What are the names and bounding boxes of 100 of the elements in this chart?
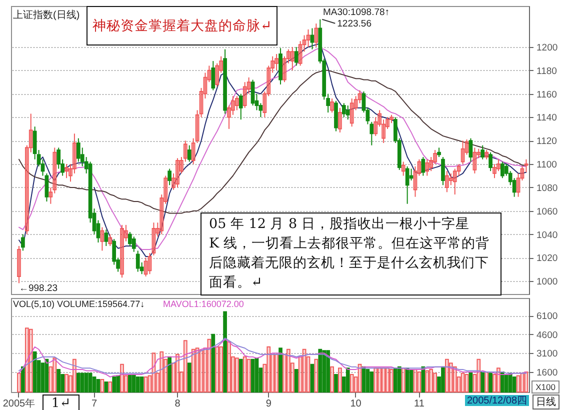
candlestick — [496, 158, 500, 172]
bar — [148, 375, 152, 392]
bar — [180, 371, 184, 392]
bar — [24, 328, 29, 392]
bar — [227, 341, 231, 392]
candlestick — [250, 79, 255, 106]
bar — [88, 372, 92, 392]
bar — [136, 376, 140, 392]
candlestick — [180, 156, 184, 174]
bar — [80, 372, 84, 392]
bar — [346, 368, 350, 392]
bar — [242, 356, 247, 392]
bar — [108, 381, 112, 392]
bar — [176, 354, 180, 392]
candlestick — [207, 65, 212, 83]
candlestick — [338, 107, 342, 133]
candlestick — [160, 194, 164, 235]
candlestick — [266, 65, 271, 97]
bar — [504, 374, 508, 392]
bar — [128, 374, 132, 392]
bar — [464, 374, 469, 392]
bar — [64, 374, 68, 392]
candlestick — [52, 147, 57, 194]
candlestick — [132, 236, 136, 252]
candlestick — [294, 46, 298, 66]
candlestick — [172, 172, 176, 190]
candlestick — [417, 158, 422, 176]
bar — [386, 368, 390, 392]
bar — [28, 328, 33, 392]
y-tick-label: 1040 — [536, 230, 558, 241]
candlestick — [136, 250, 140, 272]
bar — [350, 374, 354, 392]
candlestick — [429, 156, 434, 172]
bar — [417, 371, 422, 392]
bar — [401, 368, 406, 392]
x-tick-label: 7 — [91, 398, 98, 410]
candlestick — [270, 56, 275, 74]
bar — [472, 374, 477, 392]
bar — [187, 362, 192, 392]
text: 1↵ — [51, 396, 71, 410]
bar — [378, 368, 382, 392]
bar — [370, 371, 374, 392]
candlestick — [448, 172, 453, 186]
candlestick — [246, 76, 251, 94]
candlestick — [286, 48, 290, 64]
annotation: 神秘资金掌握着大盘的命脉↵ — [92, 18, 272, 34]
candlestick — [100, 226, 104, 252]
candlestick — [298, 40, 302, 66]
candlestick — [354, 96, 358, 111]
annotation: 1223.56 — [337, 18, 372, 30]
candlestick — [306, 28, 310, 48]
bar — [496, 368, 500, 392]
bar — [488, 372, 492, 392]
bar — [394, 368, 398, 392]
candlestick — [191, 138, 196, 165]
candlestick — [199, 87, 204, 118]
bar — [164, 358, 168, 392]
y-tick-label: 1160 — [536, 89, 557, 100]
bar — [231, 356, 235, 392]
bar — [144, 376, 148, 392]
bar — [421, 366, 426, 392]
candlestick — [28, 113, 33, 153]
candlestick — [235, 96, 239, 111]
bar — [286, 348, 290, 392]
y-tick-label: 1140 — [536, 112, 557, 124]
bar — [262, 364, 267, 392]
x-tick-label: 10 — [350, 398, 362, 410]
candlestick — [152, 222, 156, 256]
x-tick-label: 8 — [174, 398, 181, 410]
bar — [445, 358, 449, 392]
candlestick — [378, 110, 382, 128]
y-tick-label: 4600 — [536, 330, 558, 341]
candlestick — [390, 114, 394, 124]
candlestick — [492, 164, 496, 179]
candlestick — [516, 172, 520, 198]
annotation: MA30:1098.78↑ — [323, 7, 390, 18]
candlestick — [386, 116, 390, 130]
bar — [183, 340, 188, 392]
bar — [492, 374, 496, 392]
y-tick-label: 1600 — [536, 367, 558, 378]
annotation: MAVOL1:160072.00 — [163, 299, 244, 309]
bar — [480, 371, 485, 392]
candlestick — [68, 164, 72, 182]
bar — [366, 368, 370, 392]
candlestick — [437, 147, 441, 158]
bar — [250, 358, 255, 392]
bar — [32, 351, 37, 392]
candlestick — [342, 102, 346, 118]
bar — [500, 371, 504, 392]
candlestick — [425, 158, 430, 176]
y-tick-label: 6100 — [536, 311, 558, 322]
candlestick — [227, 105, 231, 130]
x-tick-label: 2005年 — [2, 398, 36, 410]
candlestick — [346, 105, 350, 120]
bar — [266, 346, 271, 392]
bar — [278, 348, 282, 392]
candlestick — [120, 224, 124, 278]
bar — [40, 362, 45, 392]
bar — [254, 358, 259, 392]
candlestick — [484, 150, 488, 160]
